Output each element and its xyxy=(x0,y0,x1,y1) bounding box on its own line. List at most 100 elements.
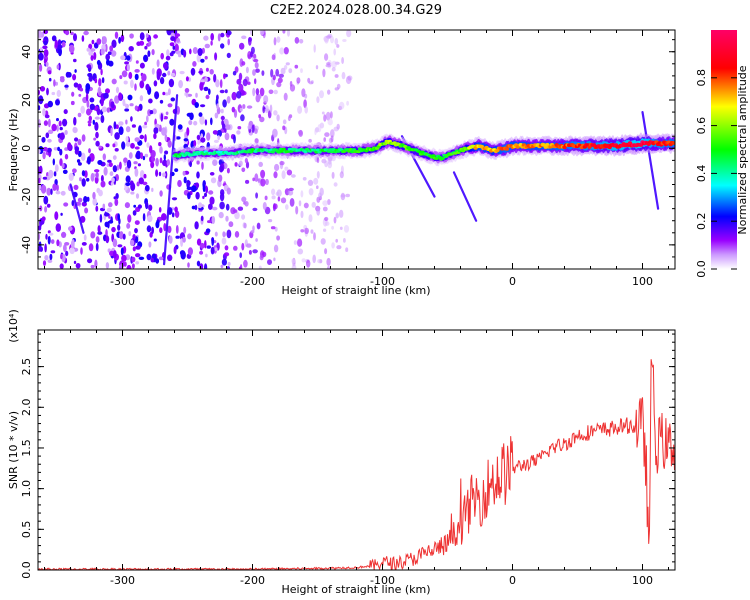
noise-speckle xyxy=(139,32,145,41)
noise-speckle xyxy=(274,163,280,172)
noise-speckle xyxy=(193,140,197,147)
noise-speckle xyxy=(244,157,248,164)
noise-speckle xyxy=(183,138,189,142)
noise-speckle xyxy=(162,172,166,178)
noise-speckle xyxy=(219,192,225,202)
noise-speckle xyxy=(130,142,135,149)
noise-speckle xyxy=(265,178,269,186)
noise-speckle xyxy=(126,159,132,169)
noise-speckle xyxy=(46,187,52,196)
noise-speckle xyxy=(220,115,225,121)
noise-speckle xyxy=(51,35,57,42)
snr-panel: -300 -200 -100 0 100 0.0 0.5 1.0 1.5 2.0 2.5 Heig… xyxy=(7,309,676,596)
noise-speckle xyxy=(118,92,123,101)
noise-speckle xyxy=(231,91,237,101)
noise-speckle xyxy=(119,231,124,240)
noise-speckle xyxy=(72,74,77,81)
noise-speckle xyxy=(224,132,230,141)
noise-speckle xyxy=(263,95,269,104)
noise-speckle xyxy=(110,182,114,186)
noise-speckle xyxy=(65,71,71,78)
noise-speckle xyxy=(121,254,127,262)
noise-speckle xyxy=(202,184,206,193)
noise-speckle xyxy=(119,161,122,170)
noise-speckle xyxy=(108,162,113,168)
noise-speckle xyxy=(95,242,99,252)
noise-speckle xyxy=(226,229,232,239)
noise-speckle xyxy=(120,34,125,43)
noise-speckle xyxy=(44,206,48,213)
noise-speckle xyxy=(126,63,130,72)
noise-speckle xyxy=(324,132,330,138)
noise-speckle xyxy=(210,33,214,41)
noise-speckle xyxy=(124,108,130,112)
noise-speckle xyxy=(233,109,238,118)
noise-speckle xyxy=(72,127,78,134)
noise-speckle xyxy=(204,119,208,126)
noise-speckle xyxy=(100,97,104,107)
noise-speckle xyxy=(248,37,253,42)
noise-speckle xyxy=(131,124,136,128)
noise-speckle xyxy=(279,47,285,55)
noise-speckle xyxy=(204,192,207,197)
signal-cell xyxy=(671,141,675,145)
noise-speckle xyxy=(183,49,187,58)
noise-speckle xyxy=(100,175,104,182)
noise-speckle xyxy=(183,176,187,184)
noise-speckle xyxy=(211,206,218,211)
noise-speckle xyxy=(205,253,208,258)
streak xyxy=(641,110,660,210)
noise-speckle xyxy=(71,91,75,97)
noise-speckle xyxy=(143,173,147,179)
colorbar-label: Normalized spectral amplitude xyxy=(736,65,749,234)
noise-speckle xyxy=(148,98,153,104)
noise-speckle xyxy=(294,37,300,44)
noise-speckle xyxy=(271,188,276,196)
noise-speckle xyxy=(186,112,193,117)
noise-speckle xyxy=(187,192,191,200)
noise-speckle xyxy=(156,59,160,68)
noise-speckle xyxy=(139,95,144,102)
noise-speckle xyxy=(220,43,225,49)
noise-speckle xyxy=(208,203,213,210)
noise-speckle xyxy=(340,165,344,174)
noise-speckle xyxy=(111,177,115,183)
noise-speckle xyxy=(121,141,126,150)
noise-speckle xyxy=(333,48,337,56)
noise-speckle xyxy=(225,215,229,222)
noise-speckle xyxy=(139,62,145,69)
noise-speckle xyxy=(38,105,41,111)
noise-speckle xyxy=(273,244,279,253)
noise-speckle xyxy=(144,134,147,143)
noise-speckle xyxy=(254,173,259,182)
noise-speckle xyxy=(316,157,320,164)
noise-speckle xyxy=(49,232,54,236)
noise-speckle xyxy=(77,112,82,118)
noise-speckle xyxy=(92,191,96,200)
noise-speckle xyxy=(103,92,109,99)
noise-speckle xyxy=(70,100,75,106)
noise-speckle xyxy=(273,89,278,95)
noise-speckle xyxy=(60,76,65,80)
noise-speckle xyxy=(226,266,230,269)
noise-speckle xyxy=(155,169,159,177)
noise-speckle xyxy=(186,127,190,136)
noise-speckle xyxy=(100,48,105,55)
noise-speckle xyxy=(163,154,166,161)
noise-speckle xyxy=(123,157,128,163)
noise-speckle xyxy=(91,39,95,45)
noise-speckle xyxy=(125,175,131,184)
noise-speckle xyxy=(120,247,124,256)
noise-speckle xyxy=(222,99,227,108)
noise-speckle xyxy=(239,107,243,112)
noise-speckle xyxy=(59,126,63,131)
snr-frame xyxy=(37,329,676,571)
noise-speckle xyxy=(104,212,110,217)
noise-speckle xyxy=(76,159,81,163)
noise-speckle xyxy=(101,106,108,113)
noise-speckle xyxy=(270,68,274,78)
noise-speckle xyxy=(326,257,331,266)
noise-speckle xyxy=(43,49,49,57)
noise-speckle xyxy=(255,238,258,242)
noise-speckle xyxy=(282,119,287,125)
